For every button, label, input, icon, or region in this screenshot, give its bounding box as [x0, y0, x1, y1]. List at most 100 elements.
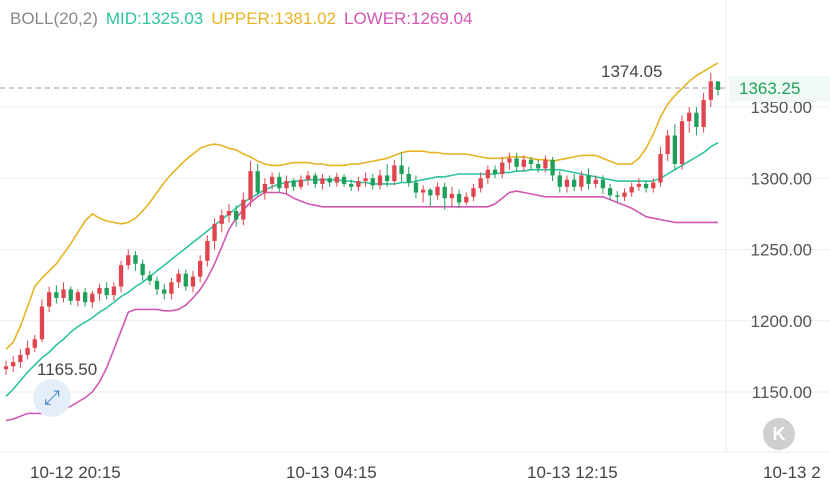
- candle: [636, 178, 642, 192]
- candle-body: [118, 265, 124, 287]
- candle-body: [428, 189, 433, 196]
- candle-body: [622, 192, 627, 197]
- candle: [291, 178, 296, 192]
- expand-arrows-icon[interactable]: ⤢: [33, 379, 71, 417]
- candle: [521, 155, 526, 172]
- candle-body: [219, 215, 224, 224]
- candle: [11, 356, 16, 373]
- collapse-left-icon[interactable]: K: [763, 418, 795, 450]
- candle-body: [708, 81, 713, 100]
- y-tick-label: 1200.00: [751, 312, 812, 331]
- candle: [111, 282, 117, 301]
- candle-body: [521, 159, 526, 167]
- legend-upper: UPPER:1381.02: [211, 9, 336, 28]
- candle-body: [262, 183, 268, 193]
- candle: [406, 166, 411, 187]
- candle: [514, 152, 519, 172]
- candle-body: [615, 195, 620, 197]
- candle-body: [636, 183, 642, 187]
- candle-body: [492, 169, 498, 174]
- candle-body: [140, 263, 145, 276]
- candle: [492, 165, 498, 179]
- lower-band-line: [5, 190, 718, 422]
- candle-body: [464, 196, 469, 203]
- candle: [183, 269, 188, 291]
- candle: [665, 129, 670, 162]
- candle: [622, 188, 627, 202]
- candle: [97, 283, 102, 301]
- candle-body: [572, 179, 577, 187]
- candle-body: [528, 159, 534, 164]
- candle: [212, 218, 217, 250]
- candle: [687, 107, 692, 133]
- x-tick-label: 10-12 20:15: [30, 463, 121, 482]
- candle-body: [629, 186, 634, 193]
- candle: [349, 179, 354, 192]
- candle: [61, 282, 66, 303]
- candle-body: [550, 159, 555, 176]
- candle: [233, 205, 239, 227]
- candle-body: [543, 159, 548, 169]
- candle-body: [183, 273, 188, 287]
- candle: [456, 189, 462, 209]
- candle-body: [363, 178, 368, 182]
- candle-body: [90, 293, 95, 303]
- candle: [679, 115, 685, 170]
- candle: [500, 156, 505, 179]
- candle: [615, 191, 620, 203]
- candle-body: [154, 280, 160, 290]
- candle-body: [327, 178, 332, 183]
- candle: [277, 172, 282, 193]
- candle-body: [514, 158, 519, 167]
- candle: [18, 349, 23, 368]
- candle: [449, 186, 455, 207]
- candle: [32, 335, 37, 353]
- candle-body: [190, 276, 196, 287]
- candle: [219, 209, 224, 233]
- candle: [241, 192, 246, 226]
- legend-mid: MID:1325.03: [105, 9, 204, 28]
- candle-body: [586, 175, 591, 184]
- candle: [176, 269, 181, 288]
- candle: [715, 81, 721, 96]
- candle-body: [147, 275, 152, 281]
- candle-body: [694, 112, 699, 127]
- candle: [284, 175, 289, 194]
- candle: [154, 276, 160, 296]
- candle-body: [305, 175, 311, 180]
- high-price-label: 1374.05: [601, 62, 663, 81]
- candle-body: [212, 223, 217, 241]
- candle: [420, 185, 426, 203]
- candle-body: [61, 289, 66, 298]
- candle-body: [687, 112, 692, 122]
- candle-body: [82, 292, 88, 303]
- candle-body: [133, 255, 138, 264]
- candle: [385, 164, 390, 187]
- candle-body: [471, 188, 476, 197]
- candle-body: [341, 176, 347, 184]
- candle-body: [320, 178, 325, 184]
- candle-body: [557, 175, 562, 187]
- candle: [75, 289, 81, 307]
- candle: [190, 270, 196, 293]
- candle-body: [701, 99, 706, 127]
- candle: [126, 249, 131, 270]
- candle-body: [205, 240, 210, 261]
- candle: [54, 285, 59, 304]
- candle-body: [126, 255, 131, 266]
- candle-body: [420, 189, 426, 193]
- candle: [298, 175, 304, 190]
- x-tick-label: 10-13 04:15: [286, 463, 377, 482]
- candle-body: [665, 135, 670, 155]
- candle-body: [241, 199, 246, 220]
- candle: [205, 235, 210, 267]
- candle-body: [97, 287, 102, 294]
- candle-body: [356, 181, 361, 187]
- candle: [377, 169, 383, 190]
- low-price-label: 1165.50: [37, 360, 98, 379]
- grid: [0, 0, 830, 453]
- candle-body: [3, 366, 9, 370]
- candle-body: [607, 188, 613, 196]
- candle: [46, 286, 52, 313]
